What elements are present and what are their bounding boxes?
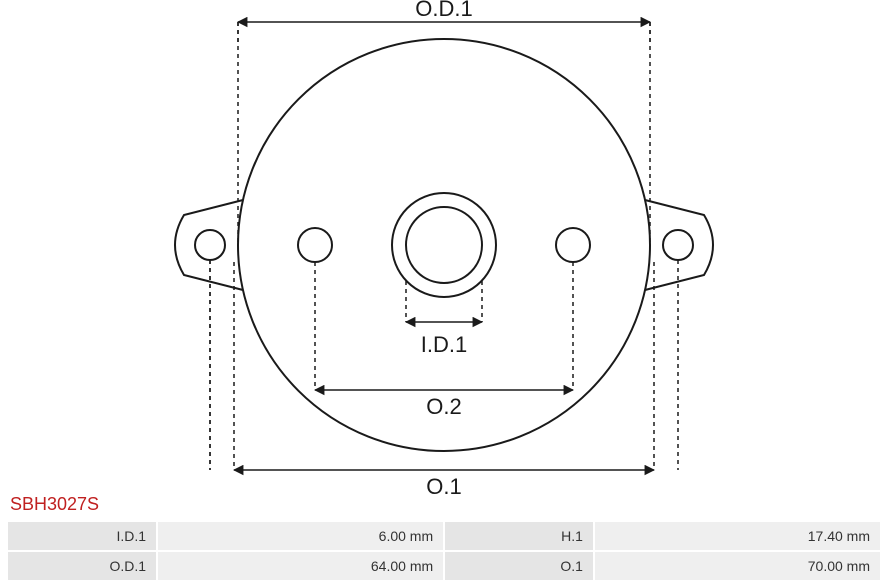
drawing-svg: O.D.1 O.1 O.2 I.D.1 xyxy=(0,0,889,500)
dim-label: H.1 xyxy=(445,522,593,550)
dim-value: 70.00 mm xyxy=(595,552,880,580)
dim-value: 17.40 mm xyxy=(595,522,880,550)
dimension-table: I.D.1 6.00 mm H.1 17.40 mm O.D.1 64.00 m… xyxy=(6,520,882,582)
dim-label: O.1 xyxy=(445,552,593,580)
svg-text:O.2: O.2 xyxy=(426,394,461,419)
table-row: I.D.1 6.00 mm H.1 17.40 mm xyxy=(8,522,880,550)
table-row: O.D.1 64.00 mm O.1 70.00 mm xyxy=(8,552,880,580)
dim-label: I.D.1 xyxy=(8,522,156,550)
dim-value: 64.00 mm xyxy=(158,552,443,580)
svg-text:O.1: O.1 xyxy=(426,474,461,499)
svg-text:O.D.1: O.D.1 xyxy=(415,0,472,21)
dim-value: 6.00 mm xyxy=(158,522,443,550)
part-number: SBH3027S xyxy=(10,494,99,515)
svg-text:I.D.1: I.D.1 xyxy=(421,332,467,357)
dim-label: O.D.1 xyxy=(8,552,156,580)
engineering-drawing: O.D.1 O.1 O.2 I.D.1 xyxy=(0,0,889,500)
